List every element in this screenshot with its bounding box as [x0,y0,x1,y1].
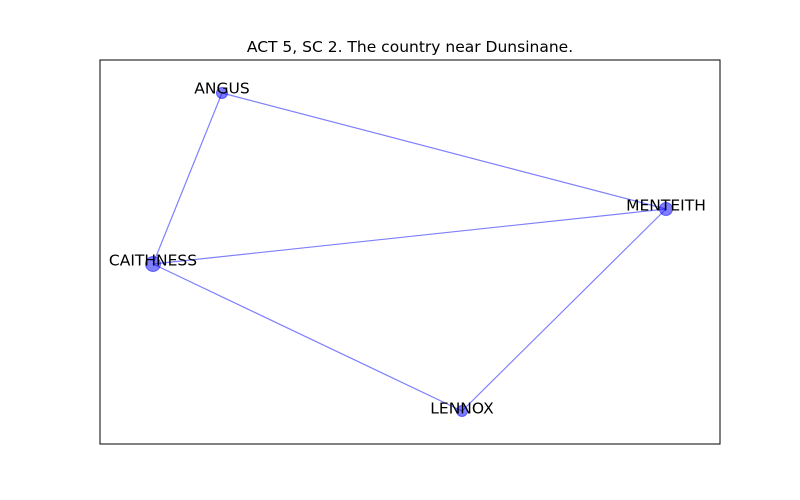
nodes-layer [145,87,673,417]
node-lennox [456,405,468,417]
node-label-caithness: CAITHNESS [109,252,197,270]
edge-angus-caithness [152,92,223,265]
edges-layer [152,92,667,412]
edge-caithness-lennox [152,263,463,412]
node-label-menteith: MENTEITH [626,197,706,215]
edge-caithness-menteith [152,208,667,265]
node-menteith [659,202,673,216]
edge-lennox-menteith [461,208,667,412]
node-label-lennox: LENNOX [430,400,494,418]
node-caithness [145,256,161,272]
plot-frame [99,59,721,445]
figure-title: ACT 5, SC 2. The country near Dunsinane. [247,38,573,56]
labels-layer: ANGUS MENTEITH CAITHNESS LENNOX [109,80,706,418]
edge-angus-menteith [221,92,667,210]
node-label-angus: ANGUS [194,80,249,98]
node-angus [216,87,228,99]
